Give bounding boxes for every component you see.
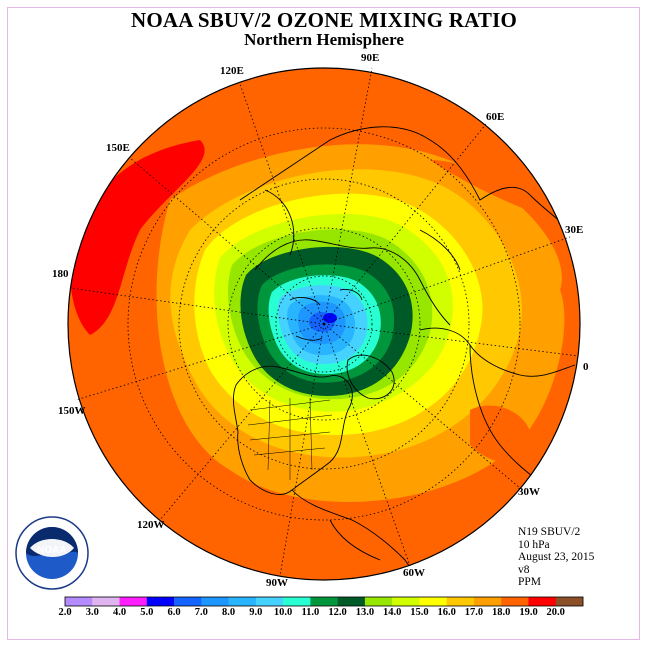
colorbar-tick-label: 2.0 (58, 607, 72, 618)
info-date: August 23, 2015 (518, 551, 595, 564)
colorbar-tick-label: 3.0 (85, 607, 99, 618)
lon-label-90w: 90W (266, 577, 288, 589)
colorbar-swatch (446, 597, 475, 606)
info-block: N19 SBUV/2 10 hPa August 23, 2015 v8 PPM (518, 526, 594, 589)
colorbar-tick-label: 19.0 (519, 607, 538, 618)
coastlines (233, 126, 576, 580)
colorbar-swatch (501, 597, 529, 606)
map-title: NOAA SBUV/2 OZONE MIXING RATIO (131, 8, 517, 32)
lon-label-120w: 120W (137, 519, 165, 531)
lon-label-30e: 30E (565, 224, 583, 236)
colorbar-tick-label: 7.0 (194, 607, 208, 618)
colorbar-swatch (337, 597, 366, 606)
colorbar-tick-label: 13.0 (355, 607, 375, 618)
colorbar-tick-label: 18.0 (492, 607, 511, 618)
colorbar-swatch (92, 597, 120, 606)
colorbar-swatch (528, 597, 557, 606)
colorbar-tick-label: 17.0 (464, 607, 484, 618)
colorbar-tick-label: 16.0 (437, 607, 456, 618)
colorbar-tick-label: 20.0 (546, 607, 565, 618)
colorbar-swatch (283, 597, 311, 606)
colorbar-swatch (473, 597, 502, 606)
lon-label-150w: 150W (58, 405, 86, 417)
state-borders (247, 397, 333, 480)
map-subtitle: Northern Hemisphere (244, 30, 404, 49)
figure-frame (7, 7, 640, 640)
colorbar-tick-label: 10.0 (273, 607, 293, 618)
colorbar-swatch (555, 597, 584, 606)
colorbar-swatch (255, 597, 284, 606)
colorbar-tick-label: 6.0 (167, 607, 181, 618)
colorbar-tick-label: 4.0 (112, 607, 127, 618)
meridians (69, 67, 579, 577)
info-instrument: N19 SBUV/2 (518, 526, 581, 538)
longitude-labels: 90E 60E 30E 0 30W 60W 90W 120W 150W 180 … (52, 52, 589, 589)
colorbar-tick-label: 8.0 (222, 607, 236, 618)
colorbar (64, 596, 584, 607)
info-units: PPM (518, 576, 542, 589)
lon-label-180: 180 (52, 268, 69, 280)
colorbar-swatch (119, 597, 148, 606)
noaa-logo-text: NOAA (37, 545, 66, 556)
colorbar-tick-label: 14.0 (383, 607, 402, 618)
info-version: v8 (518, 563, 530, 576)
colorbar-swatch (201, 597, 229, 606)
colorbar-outline (64, 596, 584, 607)
lon-label-30w: 30W (518, 486, 540, 498)
colorbar-swatch (146, 597, 175, 606)
colorbar-swatch (392, 597, 420, 606)
lon-label-120e: 120E (220, 65, 244, 77)
lon-label-150e: 150E (106, 142, 130, 154)
colorbar-tick-label: 11.0 (301, 607, 320, 618)
colorbar-tick-label: 9.0 (249, 607, 263, 618)
lon-label-90e: 90E (361, 52, 379, 64)
colorbar-swatch (228, 597, 257, 606)
latitude-circles (127, 127, 521, 521)
colorbar-swatch (310, 597, 338, 606)
colorbar-swatch (65, 597, 93, 606)
map-boundary (67, 67, 581, 581)
info-level: 10 hPa (518, 538, 550, 551)
noaa-logo: NOAA (15, 516, 89, 590)
lon-label-60e: 60E (486, 111, 504, 123)
colorbar-swatch (419, 597, 447, 606)
colorbar-swatch (174, 597, 202, 606)
colorbar-tick-labels: 2.0 3.0 4.0 5.0 6.0 7.0 8.0 9.0 10.0 11.0 12.0 13.0… (0, 607, 648, 621)
lon-label-0: 0 (583, 361, 589, 373)
colorbar-tick-label: 5.0 (140, 607, 154, 618)
lon-label-60w: 60W (403, 567, 425, 579)
colorbar-tick-label: 12.0 (328, 607, 347, 618)
colorbar-tick-label: 15.0 (410, 607, 429, 618)
colorbar-swatch (364, 597, 393, 606)
